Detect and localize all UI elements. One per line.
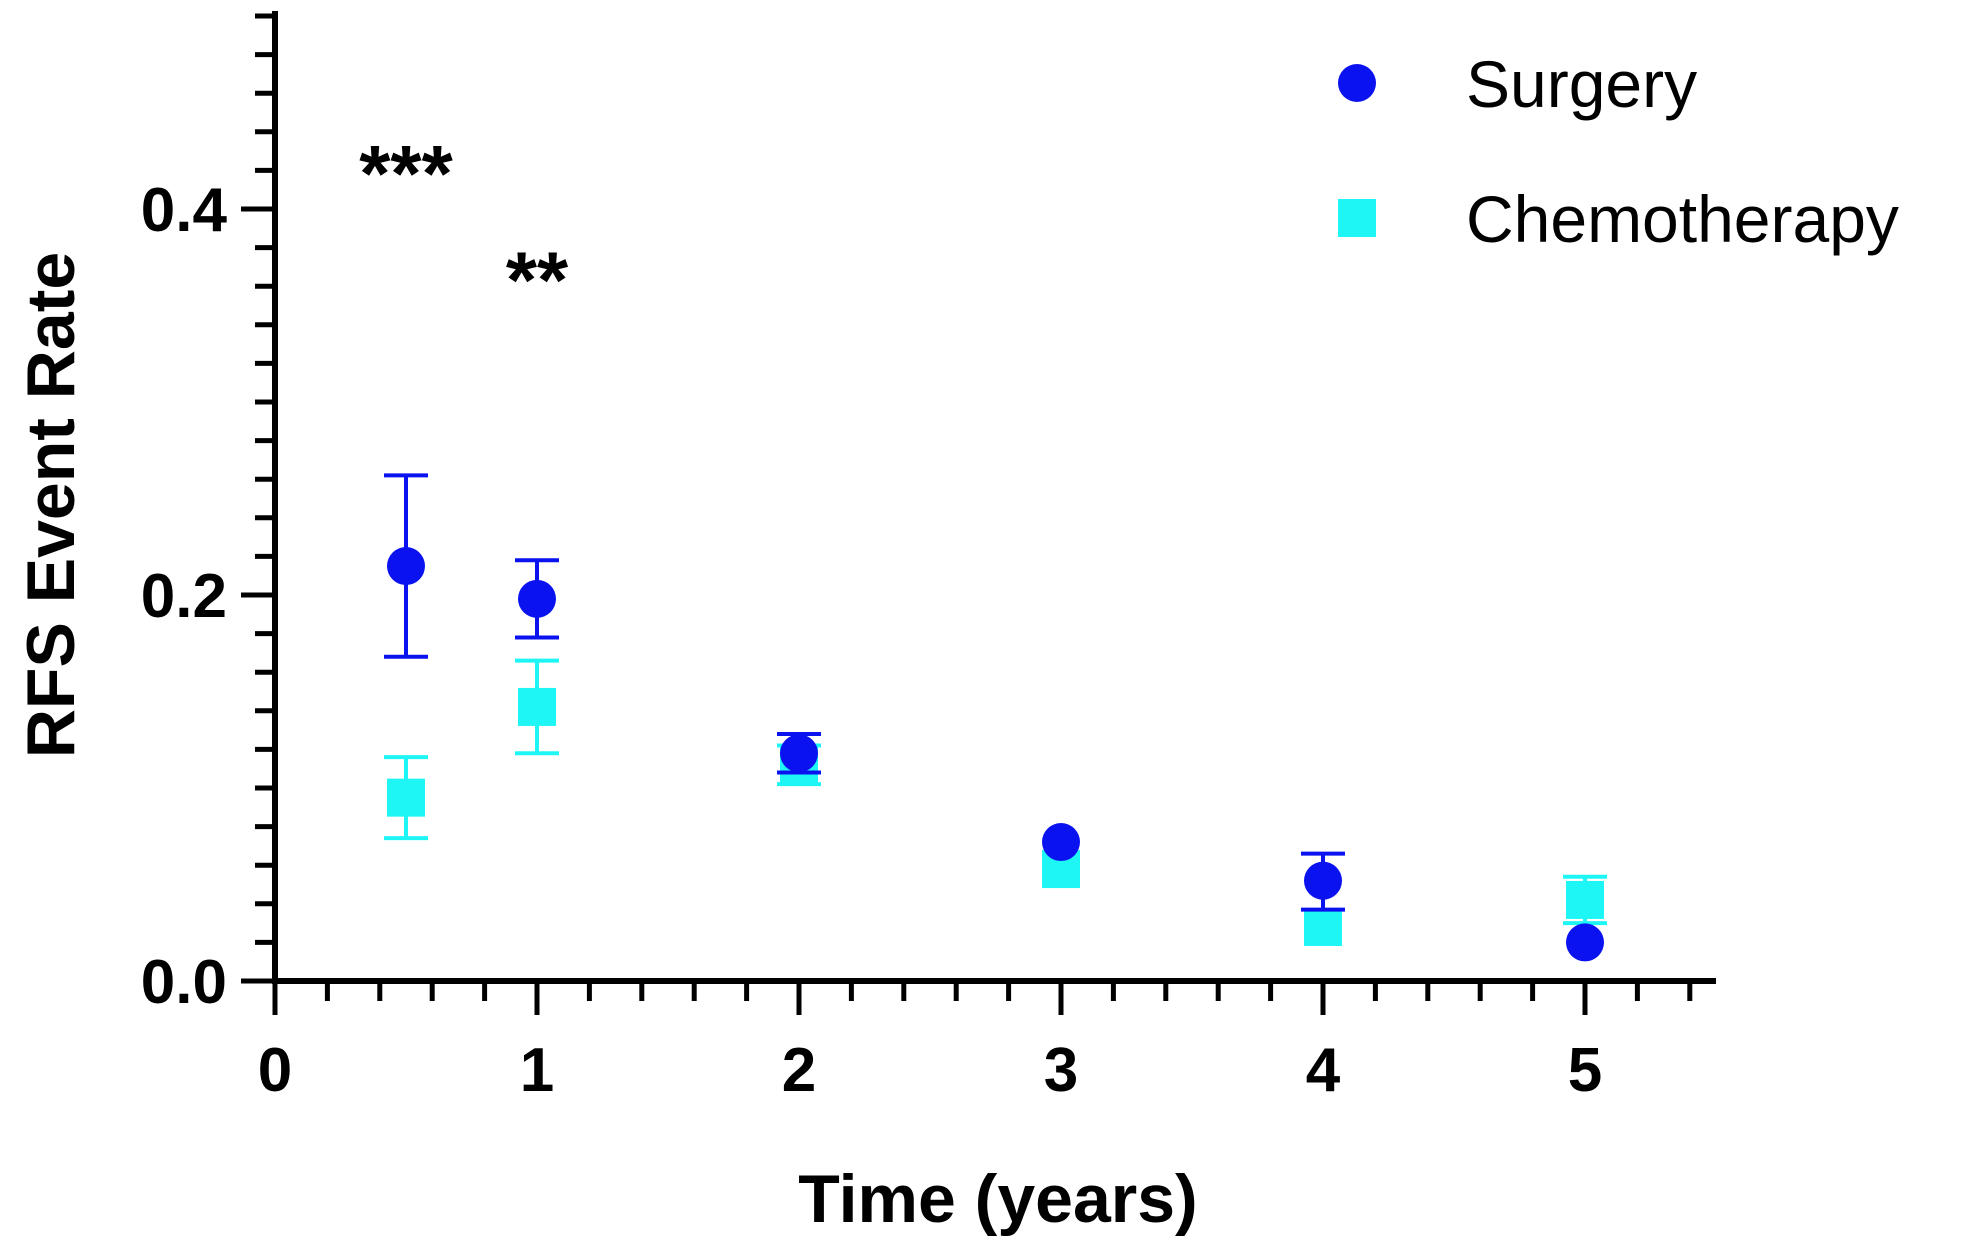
legend-marker-chemotherapy: [1338, 199, 1376, 237]
x-tick-label: 0: [258, 1036, 292, 1105]
x-tick-label: 1: [520, 1036, 554, 1105]
legend-marker-surgery: [1338, 64, 1376, 102]
data-point: [518, 687, 556, 726]
significance-marker: **: [506, 235, 569, 324]
x-tick-label: 3: [1044, 1036, 1078, 1105]
data-point: [1566, 923, 1604, 962]
legend: Surgery Chemotherapy: [1338, 47, 1899, 256]
significance-marker: ***: [359, 129, 453, 218]
data-point: [780, 734, 818, 773]
x-tick-label: 4: [1306, 1036, 1341, 1105]
legend-label-chemotherapy: Chemotherapy: [1466, 182, 1899, 256]
series-surgery: [384, 473, 1604, 962]
y-tick-label: 0.4: [141, 176, 228, 245]
axes: 0.0 0.2 0.4 0 1 2 3 4 5: [141, 11, 1716, 1105]
data-point: [1304, 907, 1342, 946]
data-marks: [384, 473, 1607, 962]
data-point: [518, 579, 556, 618]
x-axis-title: Time (years): [798, 1161, 1197, 1237]
significance-annotations: *****: [359, 129, 569, 324]
x-tick-label: 2: [782, 1036, 816, 1105]
y-tick-label: 0.2: [141, 562, 227, 631]
data-point: [387, 778, 425, 817]
data-point: [1304, 861, 1342, 900]
data-point: [387, 547, 425, 586]
y-axis-title: RFS Event Rate: [13, 252, 89, 758]
series-chemotherapy: [384, 658, 1607, 946]
y-tick-label: 0.0: [141, 948, 227, 1017]
data-point: [1042, 823, 1080, 862]
legend-label-surgery: Surgery: [1466, 47, 1697, 121]
x-tick-label: 5: [1568, 1036, 1602, 1105]
data-point: [1566, 880, 1604, 919]
